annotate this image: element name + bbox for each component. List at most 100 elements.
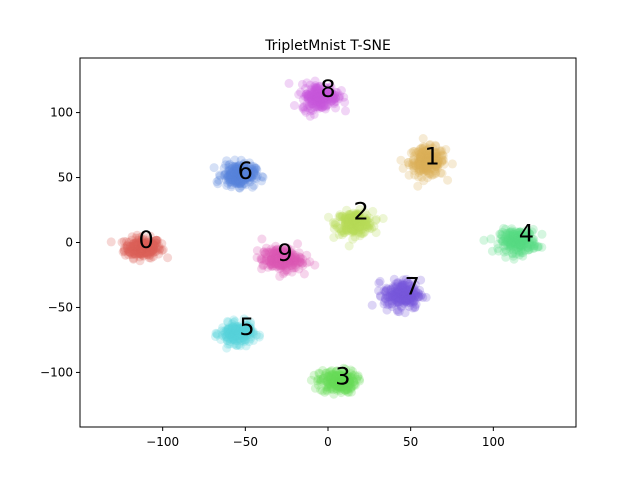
scatter-point: [143, 237, 153, 247]
scatter-point: [417, 153, 427, 163]
scatter-point: [433, 163, 443, 173]
scatter-point: [390, 290, 400, 300]
scatter-point: [390, 289, 400, 299]
scatter-point: [352, 221, 362, 231]
scatter-point: [132, 246, 142, 256]
scatter-point: [241, 328, 250, 338]
scatter-point: [495, 229, 505, 239]
scatter-point: [502, 246, 512, 256]
scatter-point: [236, 325, 246, 334]
scatter-point: [323, 88, 333, 97]
scatter-point: [350, 370, 360, 380]
scatter-point: [347, 224, 357, 234]
scatter-point: [341, 375, 350, 385]
scatter-point: [375, 291, 385, 301]
scatter-point: [230, 326, 240, 336]
scatter-point: [240, 175, 250, 184]
scatter-point: [331, 380, 341, 390]
scatter-point: [227, 327, 237, 337]
scatter-point: [142, 249, 152, 259]
scatter-point: [229, 329, 239, 338]
scatter-point: [136, 245, 146, 255]
scatter-point: [390, 283, 400, 293]
scatter-point: [261, 255, 271, 265]
scatter-point: [232, 163, 242, 173]
scatter-point: [130, 241, 139, 251]
scatter-point: [340, 228, 350, 238]
scatter-point: [356, 228, 366, 238]
scatter-point: [137, 238, 147, 248]
scatter-point: [313, 90, 323, 100]
scatter-point: [309, 82, 319, 92]
scatter-point: [289, 256, 299, 266]
scatter-point: [334, 212, 344, 221]
scatter-point: [344, 377, 354, 387]
scatter-point: [320, 82, 330, 92]
scatter-point: [313, 93, 323, 103]
scatter-point: [428, 170, 438, 180]
scatter-point: [320, 92, 330, 102]
scatter-point: [393, 297, 403, 307]
scatter-point: [230, 331, 239, 341]
scatter-point: [246, 173, 256, 183]
scatter-point: [387, 302, 397, 312]
scatter-point: [358, 228, 368, 238]
scatter-point: [237, 326, 247, 336]
scatter-point: [244, 337, 254, 347]
scatter-point: [353, 215, 363, 225]
scatter-point: [427, 158, 437, 168]
scatter-point: [223, 178, 233, 188]
scatter-point: [238, 179, 248, 189]
scatter-point: [252, 165, 262, 175]
scatter-point: [130, 246, 140, 256]
scatter-point: [344, 241, 354, 251]
scatter-point: [380, 297, 390, 307]
scatter-point: [252, 171, 262, 181]
scatter-point: [415, 285, 425, 295]
scatter-point: [229, 334, 239, 344]
scatter-point: [277, 249, 287, 259]
scatter-point: [332, 88, 342, 97]
scatter-point: [336, 383, 346, 393]
scatter-point: [258, 261, 268, 271]
scatter-point: [335, 371, 345, 381]
scatter-point: [245, 172, 255, 182]
scatter-point: [267, 248, 277, 257]
scatter-point: [346, 384, 356, 394]
scatter-point: [508, 251, 518, 261]
scatter-point: [139, 241, 149, 251]
scatter-point: [307, 90, 317, 100]
scatter-point: [348, 228, 358, 238]
scatter-point: [228, 166, 238, 176]
scatter-point: [500, 232, 510, 242]
scatter-point: [242, 167, 252, 177]
scatter-point: [241, 180, 251, 190]
scatter-point: [339, 228, 349, 238]
scatter-point: [272, 249, 282, 259]
scatter-point: [418, 142, 428, 152]
scatter-point: [117, 237, 127, 247]
scatter-point: [343, 217, 353, 226]
scatter-point: [138, 250, 148, 260]
scatter-point: [131, 238, 141, 248]
scatter-point: [316, 98, 325, 108]
scatter-point: [417, 148, 426, 158]
scatter-point: [344, 373, 354, 383]
scatter-point: [227, 175, 237, 184]
scatter-point: [331, 372, 341, 382]
y-tick-label: 50: [58, 171, 73, 185]
scatter-point: [309, 370, 319, 380]
scatter-point: [425, 140, 435, 149]
scatter-point: [350, 379, 360, 389]
scatter-point: [394, 288, 403, 297]
scatter-point: [322, 89, 332, 99]
scatter-point: [334, 92, 344, 102]
scatter-point: [335, 212, 345, 222]
scatter-point: [374, 286, 384, 296]
scatter-point: [135, 256, 145, 266]
scatter-point: [393, 307, 403, 316]
scatter-point: [395, 293, 405, 302]
scatter-point: [119, 245, 129, 255]
scatter-point: [360, 217, 370, 227]
scatter-point: [313, 96, 323, 105]
